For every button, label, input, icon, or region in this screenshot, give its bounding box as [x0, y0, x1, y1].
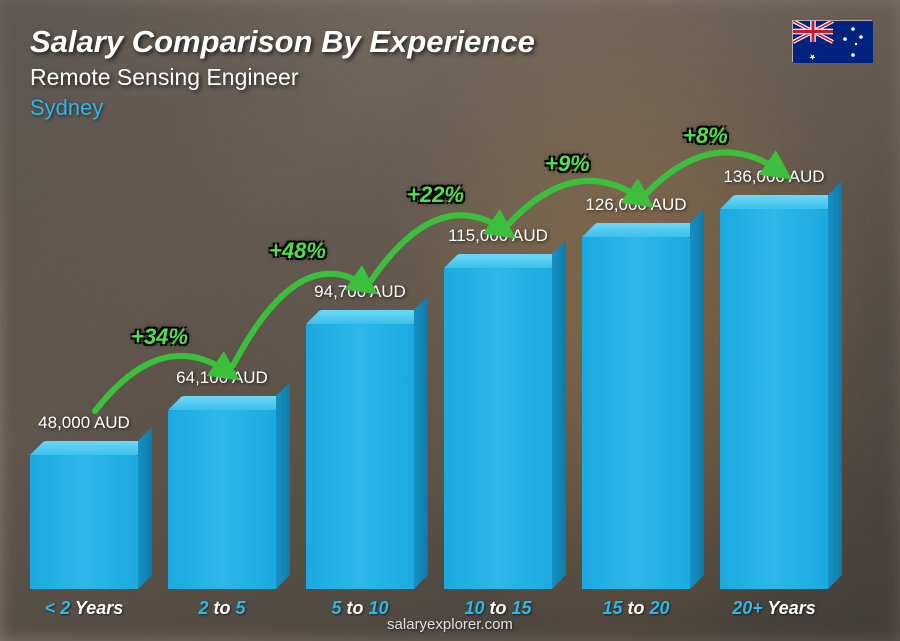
bar-group: 136,000 AUD20+ Years: [720, 209, 828, 589]
page-location: Sydney: [30, 95, 870, 121]
bar-group: 94,700 AUD5 to 10: [306, 324, 414, 589]
bar-value: 126,000 AUD: [585, 195, 686, 215]
bar: 115,000 AUD: [444, 268, 552, 589]
bar: 64,100 AUD: [168, 410, 276, 589]
bar: 94,700 AUD: [306, 324, 414, 589]
bar-value: 94,700 AUD: [314, 282, 406, 302]
bar-group: 48,000 AUD< 2 Years: [30, 455, 138, 589]
bar-value: 64,100 AUD: [176, 368, 268, 388]
pct-change-label: +22%: [407, 182, 464, 208]
pct-change-label: +34%: [131, 324, 188, 350]
bar-group: 64,100 AUD2 to 5: [168, 410, 276, 589]
bar: 136,000 AUD: [720, 209, 828, 589]
footer-credit: salaryexplorer.com: [0, 616, 900, 633]
bar-group: 126,000 AUD15 to 20: [582, 237, 690, 589]
chart-area: 48,000 AUD< 2 Years 64,100 AUD2 to 5 94,70…: [30, 129, 860, 589]
bar: 126,000 AUD: [582, 237, 690, 589]
page-title: Salary Comparison By Experience: [30, 24, 870, 60]
bar-value: 48,000 AUD: [38, 413, 130, 433]
bar-value: 115,000 AUD: [448, 226, 548, 246]
bar: 48,000 AUD: [30, 455, 138, 589]
page-subtitle: Remote Sensing Engineer: [30, 64, 870, 91]
main-container: Salary Comparison By Experience Remote S…: [0, 0, 900, 641]
bar-group: 115,000 AUD10 to 15: [444, 268, 552, 589]
pct-change-label: +8%: [683, 123, 728, 149]
australia-flag-icon: [792, 20, 872, 62]
bar-value: 136,000 AUD: [723, 167, 824, 187]
pct-change-label: +9%: [545, 151, 590, 177]
pct-change-label: +48%: [269, 238, 326, 264]
